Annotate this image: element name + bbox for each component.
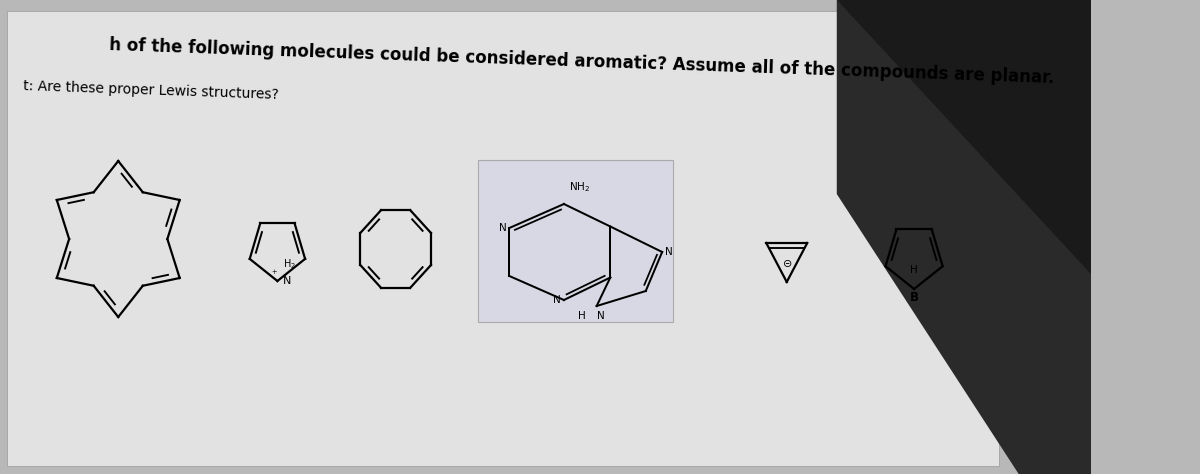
Text: $^+$: $^+$ xyxy=(270,269,278,279)
Polygon shape xyxy=(836,0,1092,274)
Text: H: H xyxy=(911,265,918,275)
Text: NH$_2$: NH$_2$ xyxy=(569,180,590,194)
Text: H$_2$: H$_2$ xyxy=(283,257,296,271)
Text: N: N xyxy=(499,223,506,233)
Text: h of the following molecules could be considered aromatic? Assume all of the com: h of the following molecules could be co… xyxy=(109,36,1055,87)
Text: H: H xyxy=(578,311,586,321)
FancyBboxPatch shape xyxy=(478,160,673,322)
Text: t: Are these proper Lewis structures?: t: Are these proper Lewis structures? xyxy=(23,79,278,102)
Text: $\circleddash$: $\circleddash$ xyxy=(781,258,792,269)
Text: B: B xyxy=(910,291,918,304)
Text: N: N xyxy=(665,247,673,257)
Text: N: N xyxy=(553,295,562,305)
Text: N: N xyxy=(596,311,605,321)
FancyBboxPatch shape xyxy=(7,11,998,466)
Polygon shape xyxy=(836,0,1092,474)
Text: N: N xyxy=(283,276,292,286)
